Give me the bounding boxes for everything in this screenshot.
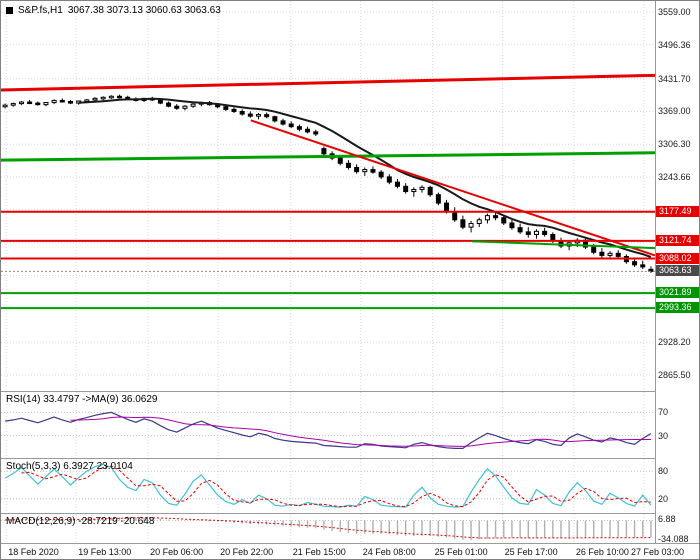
price-level-badge: 3063.63: [656, 265, 699, 277]
time-axis-label: 27 Feb 03:00: [631, 547, 685, 557]
chart-legend-marker-icon: [6, 7, 13, 14]
price-axis-label: 3559.00: [658, 6, 691, 17]
stochastic-canvas[interactable]: [1, 459, 655, 513]
stochastic-panel[interactable]: Stoch(5,3,3) 6.3927 23.0104: [1, 458, 655, 513]
stoch-level-label: 20: [658, 493, 669, 504]
price-level-badge: 3021.89: [656, 287, 699, 299]
time-axis-label: 20 Feb 06:00: [150, 547, 204, 557]
macd-panel[interactable]: MACD(12,26,9) -28.7219 -20.648: [1, 513, 655, 543]
axis-separator: [655, 1, 656, 543]
price-level-badge: 3088.02: [656, 252, 699, 264]
time-axis-label: 25 Feb 17:00: [504, 547, 558, 557]
price-axis-label: 2928.20: [658, 337, 691, 348]
price-level-badge: 3121.74: [656, 234, 699, 246]
rsi-level-label: 70: [658, 407, 669, 418]
time-axis-label: 24 Feb 08:00: [362, 547, 416, 557]
chart-legend: S&P.fs,H1 3067.38 3073.13 3060.63 3063.6…: [6, 5, 221, 16]
macd-label: MACD(12,26,9) -28.7219 -20.648: [6, 516, 155, 527]
rsi-panel[interactable]: RSI(14) 33.4797 ->MA(9) 36.0629: [1, 391, 655, 458]
macd-canvas[interactable]: [1, 514, 655, 543]
stochastic-label: Stoch(5,3,3) 6.3927 23.0104: [6, 461, 133, 472]
price-axis-label: 2865.50: [658, 370, 691, 381]
price-axis[interactable]: 3559.00 3496.36 3431.70 3369.00 3306.30 3243.…: [656, 1, 699, 391]
symbol-timeframe-label: S&P.fs,H1: [18, 5, 63, 16]
rsi-axis[interactable]: 70 30: [656, 392, 699, 458]
macd-axis[interactable]: 6.88 -34.088: [656, 514, 699, 544]
macd-axis-label: -34.088: [658, 534, 689, 544]
main-chart-canvas[interactable]: [1, 1, 655, 391]
ohlc-values: 3067.38 3073.13 3060.63 3063.63: [67, 5, 221, 16]
price-level-badge: 2993.36: [656, 302, 699, 314]
time-axis[interactable]: 18 Feb 2020 19 Feb 13:00 20 Feb 06:00 20 Fe…: [1, 543, 699, 559]
time-axis-label: 25 Feb 01:00: [434, 547, 488, 557]
time-axis-label: 26 Feb 10:00: [575, 547, 629, 557]
price-axis-label: 3306.30: [658, 139, 691, 150]
time-axis-label: 19 Feb 13:00: [78, 547, 132, 557]
time-axis-label: 21 Feb 15:00: [292, 547, 346, 557]
macd-axis-label: 6.88: [658, 514, 676, 524]
rsi-label: RSI(14) 33.4797 ->MA(9) 36.0629: [6, 394, 158, 405]
rsi-canvas[interactable]: [1, 392, 655, 458]
price-level-badge: 3177.49: [656, 205, 699, 217]
price-axis-label: 3496.36: [658, 39, 691, 50]
rsi-level-label: 30: [658, 430, 669, 441]
price-axis-label: 3431.70: [658, 73, 691, 84]
main-chart-panel[interactable]: S&P.fs,H1 3067.38 3073.13 3060.63 3063.6…: [1, 1, 655, 391]
stoch-axis[interactable]: 80 20: [656, 459, 699, 513]
price-axis-label: 3243.66: [658, 172, 691, 183]
time-axis-label: 18 Feb 2020: [8, 547, 59, 557]
stoch-level-label: 80: [658, 466, 669, 477]
price-axis-label: 3369.00: [658, 106, 691, 117]
time-axis-label: 20 Feb 22:00: [220, 547, 274, 557]
